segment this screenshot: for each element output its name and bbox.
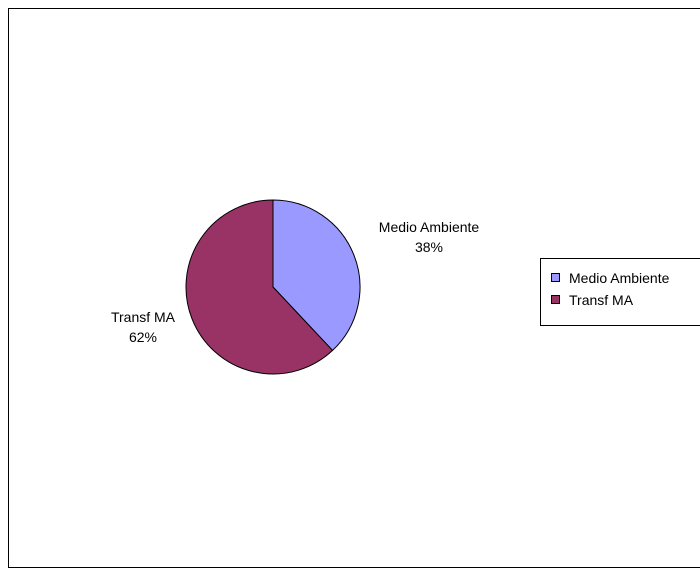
- slice-label-percent: 62%: [128, 329, 158, 345]
- pie-slice-medio-ambiente: [272, 199, 361, 352]
- pie-chart: [185, 199, 361, 375]
- legend: Medio Ambiente Transf MA: [540, 258, 700, 326]
- chart-area: Medio Ambiente 38% Transf MA 62% Medio A…: [8, 8, 700, 568]
- slice-label-transf-ma: Transf MA 62%: [93, 307, 193, 347]
- slice-label-medio-ambiente: Medio Ambiente 38%: [358, 217, 500, 257]
- legend-item-transf-ma: Transf MA: [541, 289, 700, 311]
- legend-swatch: [551, 273, 560, 282]
- legend-label: Medio Ambiente: [569, 270, 670, 286]
- slice-label-name: Medio Ambiente: [378, 219, 480, 235]
- legend-item-medio-ambiente: Medio Ambiente: [541, 267, 700, 289]
- legend-swatch: [551, 295, 560, 304]
- pie-slice-transf-ma: [185, 199, 334, 375]
- legend-label: Transf MA: [569, 292, 634, 308]
- slice-label-name: Transf MA: [110, 309, 176, 325]
- slice-label-percent: 38%: [414, 239, 444, 255]
